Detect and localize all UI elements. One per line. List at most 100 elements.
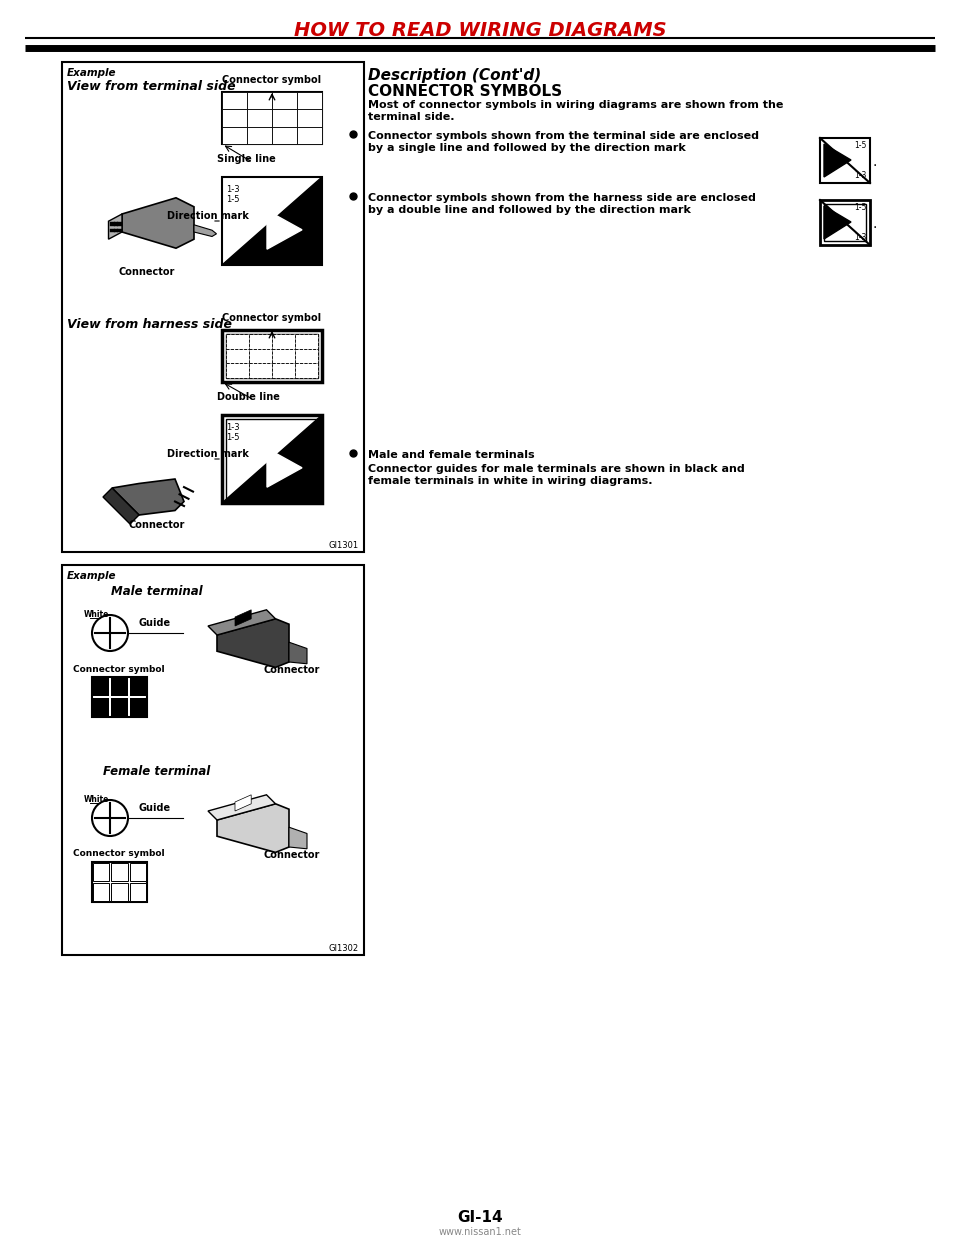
Bar: [272, 92, 297, 109]
Text: Single line: Single line: [217, 154, 276, 164]
Text: 1-5: 1-5: [854, 202, 867, 212]
Polygon shape: [824, 206, 851, 238]
Bar: [110, 222, 114, 226]
Polygon shape: [217, 804, 289, 852]
Bar: [130, 698, 146, 715]
Polygon shape: [194, 225, 217, 236]
Text: View from terminal side: View from terminal side: [67, 79, 235, 93]
Bar: [272, 349, 295, 364]
Bar: [93, 678, 109, 696]
Bar: [297, 92, 322, 109]
Bar: [130, 883, 146, 900]
Text: Connector symbol: Connector symbol: [73, 850, 165, 858]
Polygon shape: [217, 619, 289, 667]
Text: Connector guides for male terminals are shown in black and
female terminals in w: Connector guides for male terminals are …: [368, 465, 745, 486]
Text: Connector symbol: Connector symbol: [223, 75, 322, 84]
Text: GI-14: GI-14: [457, 1211, 503, 1226]
Bar: [93, 883, 109, 900]
Bar: [222, 92, 247, 109]
Bar: [111, 883, 128, 900]
Bar: [820, 200, 870, 245]
Polygon shape: [112, 479, 184, 515]
Text: Direction mark: Direction mark: [167, 211, 249, 221]
Bar: [222, 92, 322, 144]
Text: .: .: [873, 155, 877, 169]
Bar: [295, 364, 318, 378]
Polygon shape: [289, 642, 307, 663]
Bar: [297, 109, 322, 127]
Text: Description (Cont'd): Description (Cont'd): [368, 68, 541, 83]
Bar: [226, 334, 249, 349]
Bar: [113, 222, 118, 226]
Bar: [113, 229, 118, 232]
Text: 1-5: 1-5: [226, 433, 239, 442]
Bar: [222, 415, 322, 503]
Text: Connector symbol: Connector symbol: [73, 664, 165, 673]
Text: Example: Example: [67, 571, 116, 581]
Text: Connector symbols shown from the harness side are enclosed
by a double line and : Connector symbols shown from the harness…: [368, 193, 756, 215]
Polygon shape: [208, 795, 276, 820]
Text: Connector: Connector: [129, 520, 185, 530]
Bar: [247, 92, 272, 109]
Bar: [130, 678, 146, 696]
Bar: [824, 204, 866, 241]
Text: Male terminal: Male terminal: [111, 585, 203, 597]
Text: Connector: Connector: [119, 267, 175, 277]
Bar: [93, 863, 109, 881]
Bar: [226, 349, 249, 364]
Text: Connector symbol: Connector symbol: [223, 313, 322, 323]
Bar: [249, 334, 272, 349]
Text: www.nissan1.net: www.nissan1.net: [439, 1227, 521, 1237]
Polygon shape: [824, 144, 851, 178]
Text: Double line: Double line: [217, 392, 280, 402]
Polygon shape: [222, 178, 322, 265]
Bar: [820, 138, 870, 183]
Text: 1-5: 1-5: [854, 142, 867, 150]
Polygon shape: [235, 795, 252, 811]
Text: Example: Example: [67, 68, 116, 78]
Bar: [130, 863, 146, 881]
Text: White: White: [84, 795, 109, 804]
Text: GI1301: GI1301: [329, 542, 359, 550]
Polygon shape: [267, 448, 302, 487]
Bar: [62, 565, 364, 955]
Text: Connector: Connector: [264, 850, 321, 859]
Bar: [111, 863, 128, 881]
Text: .: .: [873, 217, 877, 231]
Bar: [272, 109, 297, 127]
Text: Connector: Connector: [264, 664, 321, 674]
Bar: [249, 364, 272, 378]
Text: 1-3: 1-3: [854, 171, 867, 180]
Bar: [117, 229, 122, 232]
Polygon shape: [267, 210, 302, 250]
Bar: [92, 862, 147, 902]
Bar: [297, 127, 322, 144]
Bar: [295, 334, 318, 349]
Bar: [93, 698, 109, 715]
Bar: [111, 698, 128, 715]
Text: Male and female terminals: Male and female terminals: [368, 450, 535, 460]
Polygon shape: [235, 610, 252, 626]
Text: Connector symbols shown from the terminal side are enclosed
by a single line and: Connector symbols shown from the termina…: [368, 130, 759, 153]
Bar: [222, 127, 247, 144]
Text: GI1302: GI1302: [329, 944, 359, 953]
Text: 1-5: 1-5: [226, 195, 239, 204]
Text: 1-3: 1-3: [226, 185, 240, 194]
Bar: [226, 419, 318, 499]
Bar: [226, 364, 249, 378]
Text: Most of connector symbols in wiring diagrams are shown from the
terminal side.: Most of connector symbols in wiring diag…: [368, 101, 783, 122]
Polygon shape: [103, 488, 139, 524]
Text: CONNECTOR SYMBOLS: CONNECTOR SYMBOLS: [368, 84, 563, 99]
Bar: [92, 677, 147, 717]
Text: Guide: Guide: [139, 619, 171, 628]
Bar: [272, 334, 295, 349]
Bar: [272, 364, 295, 378]
Bar: [222, 178, 322, 265]
Polygon shape: [208, 610, 276, 635]
Bar: [222, 109, 247, 127]
Text: 1-3: 1-3: [854, 233, 867, 242]
Bar: [117, 222, 122, 226]
Polygon shape: [222, 415, 322, 503]
Polygon shape: [289, 827, 307, 848]
Polygon shape: [122, 197, 194, 248]
